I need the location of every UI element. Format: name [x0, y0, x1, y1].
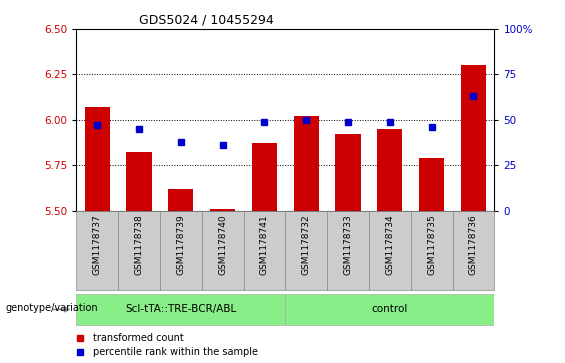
- Bar: [202, 211, 244, 290]
- Bar: [118, 211, 160, 290]
- Text: genotype/variation: genotype/variation: [6, 303, 98, 313]
- Bar: [411, 211, 453, 290]
- Text: GSM1178732: GSM1178732: [302, 215, 311, 275]
- Bar: [76, 294, 285, 325]
- Bar: [369, 211, 411, 290]
- Text: GSM1178736: GSM1178736: [469, 215, 478, 275]
- Text: GSM1178737: GSM1178737: [93, 215, 102, 275]
- Bar: [210, 209, 235, 211]
- Bar: [419, 158, 444, 211]
- Bar: [168, 189, 193, 211]
- Bar: [252, 143, 277, 211]
- Bar: [85, 107, 110, 211]
- Bar: [160, 211, 202, 290]
- Text: percentile rank within the sample: percentile rank within the sample: [93, 347, 258, 357]
- Text: GSM1178739: GSM1178739: [176, 215, 185, 275]
- Bar: [461, 65, 486, 211]
- Bar: [294, 116, 319, 211]
- Bar: [127, 152, 151, 211]
- Text: GSM1178738: GSM1178738: [134, 215, 144, 275]
- Text: GSM1178734: GSM1178734: [385, 215, 394, 275]
- Text: GDS5024 / 10455294: GDS5024 / 10455294: [139, 13, 273, 26]
- Text: GSM1178740: GSM1178740: [218, 215, 227, 275]
- Text: GSM1178735: GSM1178735: [427, 215, 436, 275]
- Bar: [76, 211, 118, 290]
- Text: GSM1178741: GSM1178741: [260, 215, 269, 275]
- Text: GSM1178733: GSM1178733: [344, 215, 353, 275]
- Bar: [327, 211, 369, 290]
- Bar: [285, 211, 327, 290]
- Bar: [453, 211, 494, 290]
- Bar: [336, 134, 360, 211]
- Bar: [244, 211, 285, 290]
- Text: transformed count: transformed count: [93, 334, 184, 343]
- Text: control: control: [372, 305, 408, 314]
- Bar: [285, 294, 494, 325]
- Bar: [377, 129, 402, 211]
- Text: Scl-tTA::TRE-BCR/ABL: Scl-tTA::TRE-BCR/ABL: [125, 305, 236, 314]
